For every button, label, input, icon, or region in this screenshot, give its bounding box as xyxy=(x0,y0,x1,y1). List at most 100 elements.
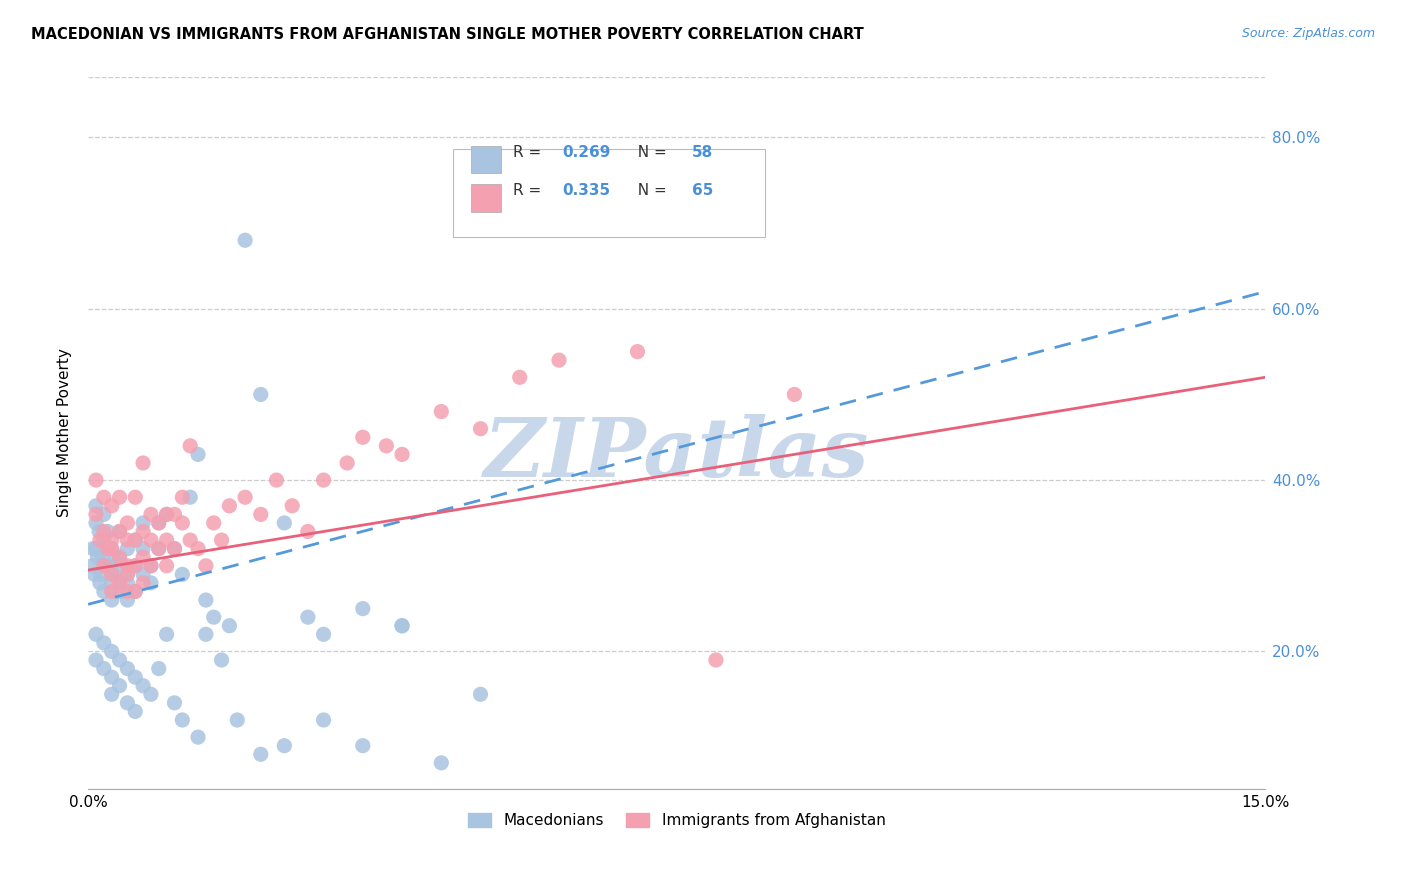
Point xyxy=(352,601,374,615)
Point xyxy=(163,541,186,556)
Point xyxy=(148,541,170,556)
Point xyxy=(93,558,115,573)
Point xyxy=(249,508,271,522)
Point xyxy=(117,533,139,547)
Point xyxy=(117,696,139,710)
Point xyxy=(233,490,256,504)
Point xyxy=(108,575,131,590)
Point xyxy=(93,508,115,522)
Text: R =: R = xyxy=(513,145,546,160)
Point xyxy=(172,490,194,504)
Point xyxy=(124,533,146,547)
Point xyxy=(249,387,271,401)
Point xyxy=(89,575,111,590)
Point xyxy=(108,524,131,539)
Point xyxy=(211,653,233,667)
Point xyxy=(187,447,209,461)
Point xyxy=(108,575,131,590)
Point xyxy=(124,584,146,599)
Point xyxy=(100,567,122,582)
Point xyxy=(89,524,111,539)
Point xyxy=(100,584,122,599)
Point xyxy=(202,516,225,530)
Point xyxy=(93,524,115,539)
Text: 0.335: 0.335 xyxy=(562,183,610,198)
Point xyxy=(117,558,139,573)
Point xyxy=(108,679,131,693)
Point xyxy=(312,473,335,487)
Point xyxy=(100,593,122,607)
Point xyxy=(148,516,170,530)
Point xyxy=(391,619,413,633)
Point xyxy=(117,516,139,530)
Point xyxy=(108,550,131,565)
Point xyxy=(352,739,374,753)
Point xyxy=(139,558,162,573)
Point xyxy=(297,524,319,539)
Point xyxy=(89,533,111,547)
Point xyxy=(336,456,359,470)
Point xyxy=(132,524,155,539)
Point xyxy=(117,567,139,582)
Point xyxy=(297,610,319,624)
Point xyxy=(124,705,146,719)
Point xyxy=(312,713,335,727)
Point xyxy=(139,687,162,701)
Point xyxy=(156,533,179,547)
Point xyxy=(83,567,105,582)
Point xyxy=(139,558,162,573)
Point xyxy=(86,550,108,565)
Point xyxy=(375,439,398,453)
Point xyxy=(179,533,201,547)
Point xyxy=(430,404,453,418)
Text: 58: 58 xyxy=(692,145,713,160)
Point xyxy=(194,593,217,607)
Point xyxy=(148,541,170,556)
Point xyxy=(352,430,374,444)
Point xyxy=(117,575,139,590)
Point xyxy=(281,499,304,513)
Point xyxy=(179,439,201,453)
Point xyxy=(172,516,194,530)
Text: ZIPatlas: ZIPatlas xyxy=(484,414,869,494)
Point xyxy=(312,627,335,641)
Point xyxy=(273,516,295,530)
Point xyxy=(100,499,122,513)
Point xyxy=(194,558,217,573)
Point xyxy=(470,422,492,436)
Point xyxy=(97,541,120,556)
Point xyxy=(132,456,155,470)
Point xyxy=(124,490,146,504)
FancyBboxPatch shape xyxy=(471,185,502,211)
Text: MACEDONIAN VS IMMIGRANTS FROM AFGHANISTAN SINGLE MOTHER POVERTY CORRELATION CHAR: MACEDONIAN VS IMMIGRANTS FROM AFGHANISTA… xyxy=(31,27,863,42)
Point xyxy=(218,619,240,633)
Point xyxy=(82,541,104,556)
Point xyxy=(100,670,122,684)
Point xyxy=(273,739,295,753)
Point xyxy=(139,533,162,547)
Text: N =: N = xyxy=(628,183,672,198)
Point xyxy=(93,636,115,650)
Point xyxy=(156,508,179,522)
Point xyxy=(172,713,194,727)
Point xyxy=(112,558,135,573)
Point xyxy=(100,533,122,547)
Point xyxy=(226,713,249,727)
Point xyxy=(163,541,186,556)
Point xyxy=(84,473,107,487)
Point xyxy=(132,541,155,556)
Point xyxy=(90,567,112,582)
Point xyxy=(132,679,155,693)
Point xyxy=(91,550,114,565)
Point xyxy=(132,567,155,582)
Point xyxy=(391,447,413,461)
Legend: Macedonians, Immigrants from Afghanistan: Macedonians, Immigrants from Afghanistan xyxy=(461,806,891,834)
Point xyxy=(94,558,117,573)
Point xyxy=(430,756,453,770)
Point xyxy=(626,344,648,359)
Point xyxy=(194,627,217,641)
Text: 65: 65 xyxy=(692,183,713,198)
Point xyxy=(84,508,107,522)
Point xyxy=(84,541,107,556)
Point xyxy=(108,550,131,565)
